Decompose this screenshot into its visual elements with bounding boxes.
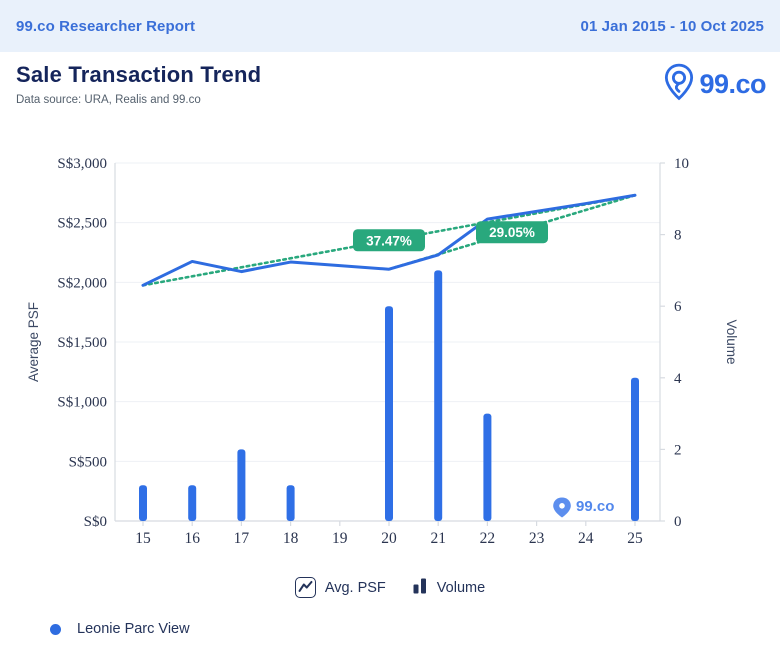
trend-badge <box>476 221 548 244</box>
sale-transaction-chart: S$0 S$500 S$1,000 S$1,500 S$2,000 S$2,500 S$3,… <box>26 156 739 547</box>
trend-badge <box>353 229 425 252</box>
right-tick-label: 8 <box>674 228 682 244</box>
bar-chart-icon <box>412 576 428 599</box>
brand-logo: 99.co <box>664 63 766 106</box>
left-tick-label: S$500 <box>69 454 107 470</box>
left-tick-label: S$2,000 <box>57 275 107 291</box>
x-tick-label: 16 <box>184 530 200 547</box>
data-source-note: Data source: URA, Realis and 99.co <box>16 94 201 106</box>
left-tick-label: S$0 <box>84 514 107 530</box>
brand-pin-icon <box>664 63 694 106</box>
left-tick-label: S$1,500 <box>57 335 107 351</box>
right-tick-label: 0 <box>674 514 682 530</box>
trend-badge-label: 29.05% <box>489 225 535 240</box>
volume-bar <box>237 449 246 521</box>
project-color-dot <box>50 623 61 635</box>
report-header: 99.co Researcher Report 01 Jan 2015 - 10… <box>0 0 780 52</box>
volume-bar <box>483 413 492 521</box>
left-tick-label: S$1,000 <box>57 395 107 411</box>
project-name: Leonie Parc View <box>77 621 190 637</box>
x-tick-label: 21 <box>430 530 446 547</box>
report-name: 99.co Researcher Report <box>16 17 196 35</box>
x-tick-label: 17 <box>234 530 250 547</box>
x-tick-label: 24 <box>578 530 594 547</box>
volume-bar <box>434 270 443 521</box>
watermark-pin-hole <box>559 503 565 509</box>
legend-label-avg-psf: Avg. PSF <box>324 579 386 596</box>
right-tick-label: 6 <box>674 299 682 315</box>
legend-label-volume: Volume <box>436 579 486 596</box>
watermark-text: 99.co <box>576 498 614 515</box>
report-date-range: 01 Jan 2015 - 10 Oct 2025 <box>580 17 764 35</box>
right-axis-title: Volume <box>724 319 739 364</box>
project-legend: Leonie Parc View <box>50 621 190 637</box>
left-tick-label: S$3,000 <box>57 156 107 172</box>
volume-bar <box>139 485 147 521</box>
left-tick-label: S$2,500 <box>57 216 107 232</box>
volume-bar <box>286 485 295 521</box>
brand-text: 99.co <box>699 69 766 99</box>
x-tick-label: 19 <box>332 530 348 547</box>
volume-bar <box>385 306 393 521</box>
x-tick-label: 22 <box>480 530 496 547</box>
x-tick-label: 20 <box>381 530 397 547</box>
volume-bar <box>631 377 639 521</box>
legend-item-avg-psf[interactable]: Avg. PSF <box>294 577 386 598</box>
x-tick-label: 25 <box>627 530 643 547</box>
x-tick-label: 18 <box>283 530 299 547</box>
volume-bar <box>188 485 197 521</box>
x-tick-label: 23 <box>529 530 545 547</box>
title-block: Sale Transaction Trend Data source: URA,… <box>16 62 261 106</box>
right-tick-label: 4 <box>674 371 682 387</box>
chart-legend: Avg. PSF Volume <box>0 576 780 599</box>
line-chart-icon <box>294 577 316 598</box>
trend-badge-label: 37.47% <box>366 233 412 248</box>
x-tick-label: 15 <box>135 530 151 547</box>
left-axis-title: Average PSF <box>26 302 41 382</box>
page-title: Sale Transaction Trend <box>16 62 262 87</box>
legend-item-volume[interactable]: Volume <box>412 576 485 599</box>
avg-psf-line <box>141 193 637 287</box>
right-tick-label: 2 <box>674 442 682 458</box>
right-tick-label: 10 <box>674 156 689 172</box>
